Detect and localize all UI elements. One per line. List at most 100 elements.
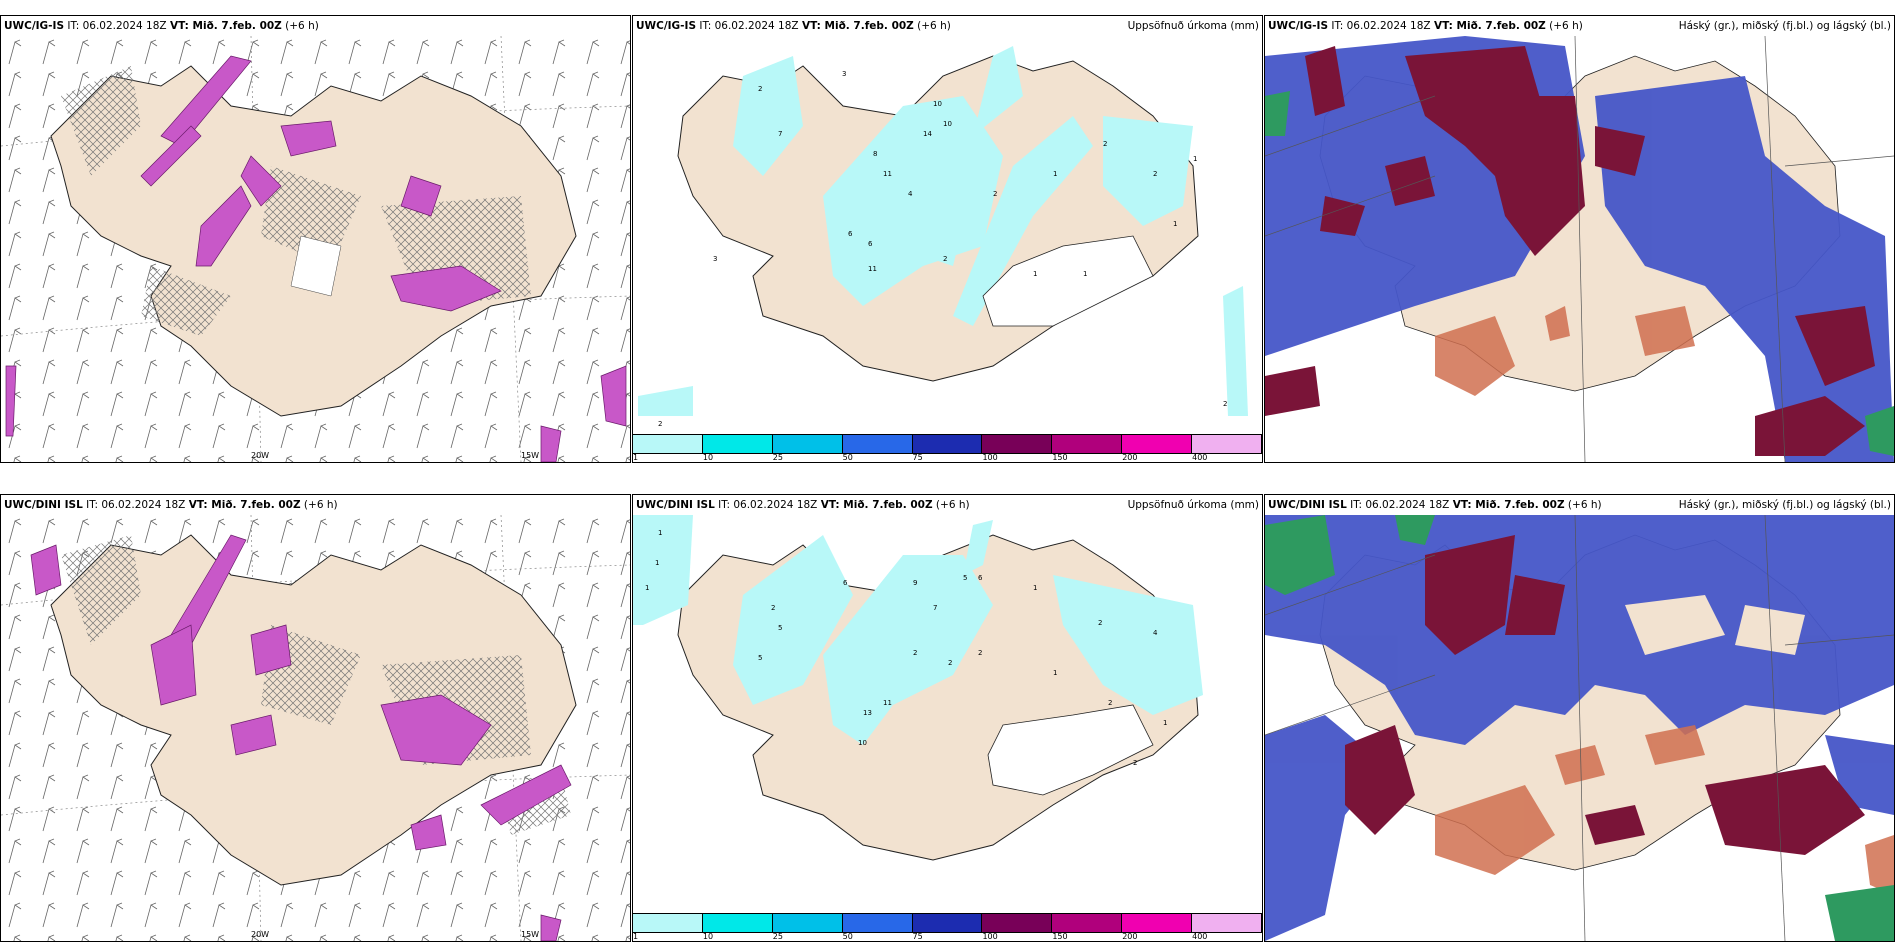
svg-text:11: 11	[883, 170, 892, 178]
svg-text:11: 11	[868, 265, 877, 273]
svg-text:2: 2	[1108, 699, 1112, 707]
svg-text:2: 2	[658, 420, 662, 428]
svg-text:2: 2	[1153, 170, 1157, 178]
svg-text:1: 1	[1163, 719, 1167, 727]
svg-text:6: 6	[848, 230, 853, 238]
svg-text:1: 1	[1053, 669, 1057, 677]
field-title: Uppsöfnuð úrkoma (mm)	[1127, 499, 1259, 511]
svg-text:15W: 15W	[521, 451, 539, 460]
svg-text:2: 2	[1103, 140, 1107, 148]
valid-time: VT: Mið. 7.feb. 00Z	[1433, 20, 1546, 32]
colorbar-tick-label: 400	[1192, 932, 1208, 941]
svg-text:3: 3	[842, 70, 846, 78]
colorbar-cell	[1052, 435, 1123, 453]
panel-header: UWC/DINI ISL IT: 06.02.2024 18Z VT: Mið.…	[1268, 499, 1891, 513]
colorbar-cell	[633, 914, 703, 932]
valid-time: VT: Mið. 7.feb. 00Z	[820, 499, 933, 511]
svg-text:1: 1	[1053, 170, 1057, 178]
colorbar-cell	[772, 435, 843, 453]
lead-time: (+6 h)	[1567, 499, 1602, 511]
colorbar-tick-label: 10	[702, 453, 714, 462]
svg-text:10: 10	[858, 739, 867, 747]
model-name: UWC/DINI ISL	[1268, 499, 1347, 511]
svg-text:7: 7	[933, 604, 937, 612]
svg-text:2: 2	[943, 255, 947, 263]
init-time: IT: 06.02.2024 18Z	[67, 20, 167, 32]
colorbar-cell	[1122, 435, 1193, 453]
colorbar-tick-label: 150	[1052, 453, 1068, 462]
colorbar-cell	[1052, 914, 1123, 932]
panel-header: UWC/IG-IS IT: 06.02.2024 18Z VT: Mið. 7.…	[636, 20, 1259, 34]
svg-text:1: 1	[655, 559, 659, 567]
svg-text:1: 1	[645, 584, 649, 592]
valid-time: VT: Mið. 7.feb. 00Z	[169, 20, 282, 32]
colorbar-tick-label: 100	[982, 453, 998, 462]
svg-text:1: 1	[1033, 270, 1037, 278]
panel-header: UWC/IG-IS IT: 06.02.2024 18Z VT: Mið. 7.…	[4, 20, 627, 34]
colorbar-tick-label: 200	[1122, 932, 1138, 941]
colorbar-tick-label: 400	[1192, 453, 1208, 462]
svg-text:5: 5	[778, 624, 782, 632]
colorbar-tick-label: 1	[633, 453, 639, 462]
precipitation-colorbar: 1 10 25 50 75 100 150 200 400	[633, 434, 1262, 462]
svg-text:8: 8	[873, 150, 877, 158]
svg-text:2: 2	[978, 649, 982, 657]
model-name: UWC/IG-IS	[1268, 20, 1329, 32]
model-name: UWC/DINI ISL	[636, 499, 715, 511]
svg-text:2: 2	[758, 85, 762, 93]
colorbar-cell	[982, 914, 1053, 932]
init-time: IT: 06.02.2024 18Z	[699, 20, 799, 32]
colorbar-cell	[842, 914, 913, 932]
panel-precipitation-dini: UWC/DINI ISL IT: 06.02.2024 18Z VT: Mið.…	[632, 494, 1263, 942]
map-clouds	[1265, 515, 1894, 941]
svg-text:7: 7	[778, 130, 782, 138]
svg-text:1: 1	[1033, 584, 1037, 592]
colorbar-tick-label: 25	[772, 453, 783, 462]
svg-text:5: 5	[963, 574, 967, 582]
colorbar-tick-label: 50	[842, 453, 853, 462]
colorbar-cell	[912, 435, 983, 453]
svg-text:15W: 15W	[521, 930, 539, 939]
svg-text:20W: 20W	[251, 451, 269, 460]
valid-time: VT: Mið. 7.feb. 00Z	[188, 499, 301, 511]
svg-text:2: 2	[948, 659, 952, 667]
svg-text:6: 6	[978, 574, 983, 582]
colorbar-tick-label: 75	[912, 453, 923, 462]
colorbar-tick-label: 150	[1052, 932, 1068, 941]
colorbar-tick-label: 10	[702, 932, 714, 941]
colorbar-tick-label: 75	[912, 932, 923, 941]
svg-text:10: 10	[933, 100, 942, 108]
svg-text:6: 6	[868, 240, 873, 248]
lead-time: (+6 h)	[303, 499, 338, 511]
svg-text:10: 10	[943, 120, 952, 128]
field-title: Uppsöfnuð úrkoma (mm)	[1127, 20, 1259, 32]
map-wind-barbs: 20W 15W	[1, 36, 630, 462]
lead-time: (+6 h)	[935, 499, 970, 511]
panel-header: UWC/DINI ISL IT: 06.02.2024 18Z VT: Mið.…	[4, 499, 627, 513]
svg-text:5: 5	[758, 654, 762, 662]
map-clouds	[1265, 36, 1894, 462]
init-time: IT: 06.02.2024 18Z	[1350, 499, 1450, 511]
svg-text:3: 3	[713, 255, 717, 263]
valid-time: VT: Mið. 7.feb. 00Z	[1452, 499, 1565, 511]
colorbar-tick-label: 200	[1122, 453, 1138, 462]
colorbar-cell	[702, 914, 773, 932]
panel-clouds-igis: UWC/IG-IS IT: 06.02.2024 18Z VT: Mið. 7.…	[1264, 15, 1895, 463]
panel-clouds-dini: UWC/DINI ISL IT: 06.02.2024 18Z VT: Mið.…	[1264, 494, 1895, 942]
model-name: UWC/IG-IS	[4, 20, 65, 32]
svg-text:2: 2	[771, 604, 775, 612]
init-time: IT: 06.02.2024 18Z	[1331, 20, 1431, 32]
field-title: Háský (gr.), miðský (fj.bl.) og lágský (…	[1678, 499, 1891, 511]
init-time: IT: 06.02.2024 18Z	[718, 499, 818, 511]
lead-time: (+6 h)	[1549, 20, 1583, 32]
field-title: Háský (gr.), miðský (fj.bl.) og lágský (…	[1678, 20, 1891, 32]
svg-text:9: 9	[913, 579, 917, 587]
svg-text:2: 2	[993, 190, 997, 198]
colorbar-cell	[842, 435, 913, 453]
svg-text:4: 4	[1153, 629, 1158, 637]
panel-precipitation-igis: UWC/IG-IS IT: 06.02.2024 18Z VT: Mið. 7.…	[632, 15, 1263, 463]
colorbar-tick-label: 100	[982, 932, 998, 941]
svg-text:1: 1	[1193, 155, 1197, 163]
svg-text:20W: 20W	[251, 930, 269, 939]
